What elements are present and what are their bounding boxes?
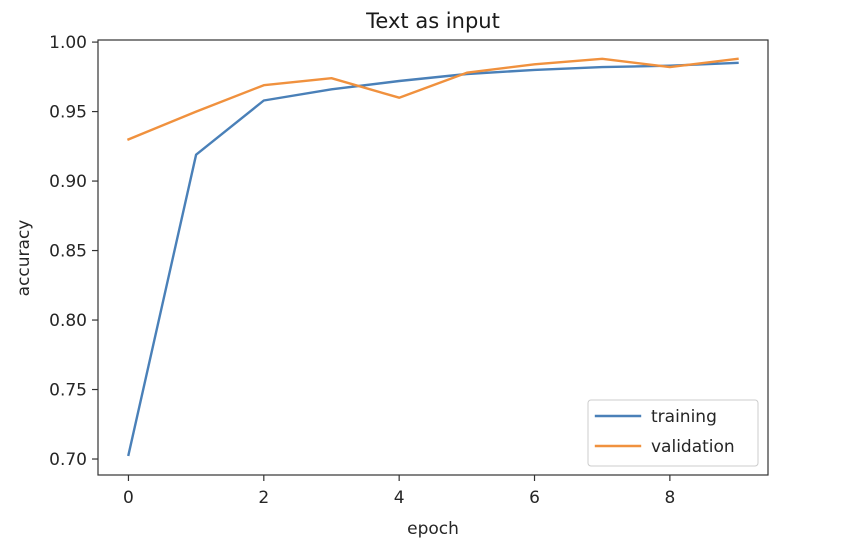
x-axis-label: epoch: [407, 519, 459, 539]
x-tick-label: 2: [258, 488, 269, 508]
chart-title: Text as input: [365, 9, 500, 33]
series-layer: [126, 57, 739, 457]
x-tick-label: 8: [664, 488, 675, 508]
legend: training validation: [587, 399, 759, 467]
y-tick-label: 0.95: [49, 103, 87, 123]
y-tick-label: 0.85: [49, 242, 87, 262]
y-tick-label: 1.00: [49, 33, 87, 53]
x-axis: 0 2 4 6 8: [123, 475, 675, 508]
x-tick-label: 4: [394, 488, 405, 508]
y-axis-label: accuracy: [14, 220, 34, 297]
y-axis: 0.70 0.75 0.80 0.85 0.90 0.95 1.00: [49, 33, 98, 470]
x-tick-label: 6: [529, 488, 540, 508]
y-tick-label: 0.75: [49, 381, 87, 401]
legend-label-validation: validation: [651, 437, 735, 457]
x-tick-label: 0: [123, 488, 134, 508]
series-line-validation: [126, 57, 739, 141]
y-tick-label: 0.90: [49, 172, 87, 192]
y-tick-label: 0.80: [49, 311, 87, 331]
y-tick-label: 0.70: [49, 450, 87, 470]
legend-label-training: training: [651, 407, 717, 427]
series-line-training: [127, 61, 739, 457]
